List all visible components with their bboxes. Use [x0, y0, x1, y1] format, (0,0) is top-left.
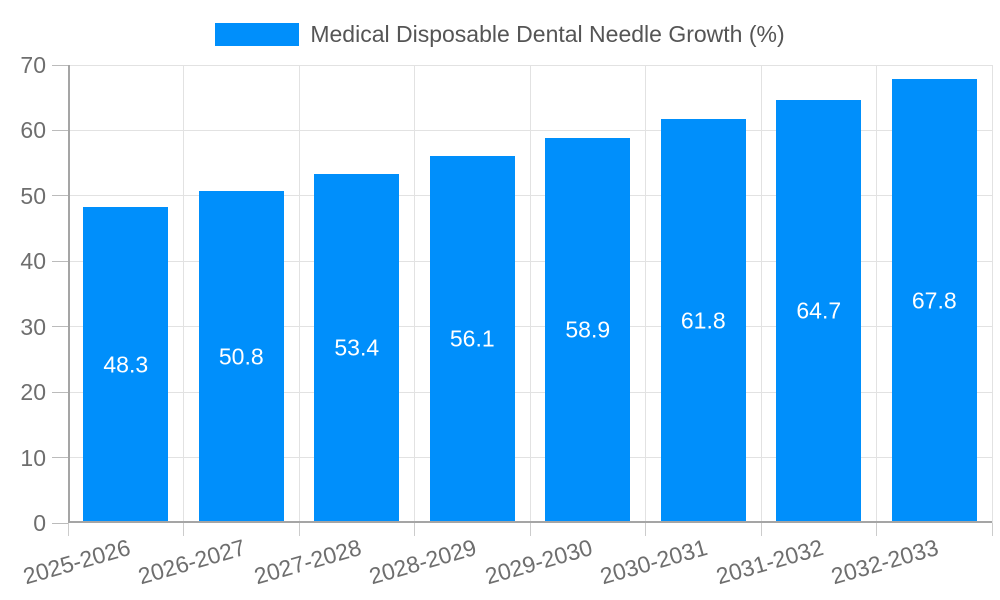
gridline-vertical — [760, 65, 762, 523]
y-axis-tick-label: 30 — [20, 313, 46, 340]
bar-value-label: 48.3 — [103, 351, 149, 378]
y-axis-tick — [52, 129, 68, 131]
bar-2028-2029[interactable]: 56.1 — [429, 155, 515, 523]
x-axis-tick — [529, 523, 531, 536]
gridline-vertical — [529, 65, 531, 523]
bar-value-label: 56.1 — [449, 325, 495, 352]
x-axis-tick — [183, 523, 184, 536]
bar-value-label: 67.8 — [911, 287, 957, 314]
gridline-vertical — [876, 65, 877, 523]
y-axis-tick-label: 60 — [20, 117, 46, 144]
x-axis-line — [68, 521, 992, 523]
bar-value-label: 61.8 — [680, 307, 726, 334]
bar-2027-2028[interactable]: 53.4 — [314, 173, 400, 523]
x-axis-tick — [67, 523, 69, 536]
x-axis-tick — [991, 523, 993, 536]
gridline-vertical — [298, 65, 300, 523]
y-axis-tick-label: 10 — [20, 444, 46, 471]
gridline-vertical — [645, 65, 646, 523]
bar-2025-2026[interactable]: 48.3 — [83, 206, 169, 523]
y-axis-tick-label: 50 — [20, 182, 46, 209]
y-axis-tick-label: 40 — [20, 248, 46, 275]
bar-value-label: 58.9 — [565, 316, 611, 343]
bar-2029-2030[interactable]: 58.9 — [545, 137, 631, 523]
y-axis-tick — [52, 326, 68, 328]
bar-value-label: 50.8 — [218, 343, 264, 370]
x-axis-tick — [876, 523, 877, 536]
y-axis-tick — [52, 391, 68, 393]
y-axis-tick — [52, 195, 68, 197]
gridline-vertical — [991, 65, 993, 523]
bar-2031-2032[interactable]: 64.7 — [776, 99, 862, 523]
bar-value-label: 53.4 — [334, 334, 380, 361]
legend-label: Medical Disposable Dental Needle Growth … — [310, 21, 785, 47]
y-axis-line — [68, 65, 70, 523]
bar-2026-2027[interactable]: 50.8 — [198, 190, 284, 523]
y-axis-tick-label: 70 — [20, 52, 46, 78]
bar-2030-2031[interactable]: 61.8 — [660, 118, 746, 523]
x-axis-tick — [760, 523, 762, 536]
y-axis-tick — [52, 260, 68, 262]
y-axis-tick — [52, 457, 68, 459]
bar-2032-2033[interactable]: 67.8 — [891, 79, 977, 523]
bar-value-label: 64.7 — [796, 297, 842, 324]
plot-area: 48.3 50.8 53.4 56.1 58.9 61.8 64.7 67.8 — [52, 64, 993, 536]
y-axis-tick — [52, 64, 68, 66]
y-axis-tick-label: 20 — [20, 379, 46, 406]
legend[interactable]: Medical Disposable Dental Needle Growth … — [0, 21, 1000, 48]
legend-swatch — [215, 23, 300, 46]
x-axis-tick — [645, 523, 646, 536]
y-axis-tick-label: 0 — [33, 510, 46, 536]
x-axis-tick — [298, 523, 300, 536]
gridline-vertical — [183, 65, 184, 523]
gridline-vertical — [414, 65, 415, 523]
x-axis-tick — [414, 523, 415, 536]
y-axis-tick — [52, 522, 68, 524]
